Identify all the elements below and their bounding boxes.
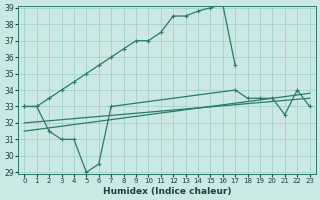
X-axis label: Humidex (Indice chaleur): Humidex (Indice chaleur) (103, 187, 231, 196)
